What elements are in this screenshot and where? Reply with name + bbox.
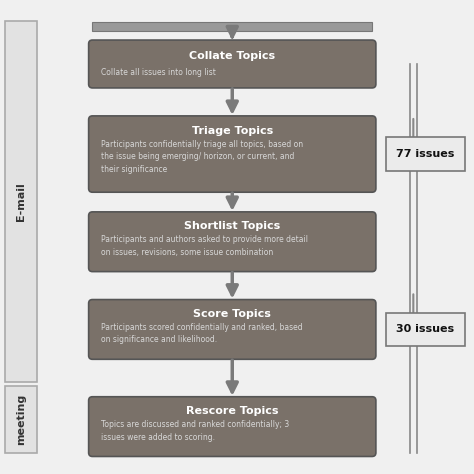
Text: Participants scored confidentially and ranked, based
on significance and likelih: Participants scored confidentially and r… — [101, 323, 302, 344]
Text: Triage Topics: Triage Topics — [191, 127, 273, 137]
FancyBboxPatch shape — [89, 212, 376, 272]
Text: 77 issues: 77 issues — [396, 149, 455, 159]
FancyBboxPatch shape — [89, 300, 376, 359]
FancyBboxPatch shape — [89, 116, 376, 192]
Text: Rescore Topics: Rescore Topics — [186, 406, 279, 416]
Text: 30 issues: 30 issues — [396, 324, 455, 335]
Text: meeting: meeting — [16, 394, 26, 445]
FancyBboxPatch shape — [5, 386, 37, 453]
FancyBboxPatch shape — [5, 21, 37, 382]
Text: E-mail: E-mail — [16, 182, 26, 221]
Text: Shortlist Topics: Shortlist Topics — [184, 221, 281, 231]
FancyBboxPatch shape — [89, 40, 376, 88]
Text: Participants and authors asked to provide more detail
on issues, revisions, some: Participants and authors asked to provid… — [101, 235, 308, 256]
FancyBboxPatch shape — [386, 137, 465, 171]
FancyBboxPatch shape — [92, 22, 372, 31]
Text: Collate Topics: Collate Topics — [189, 51, 275, 61]
FancyBboxPatch shape — [386, 313, 465, 346]
Text: Collate all issues into long list: Collate all issues into long list — [101, 68, 216, 77]
Text: Score Topics: Score Topics — [193, 309, 271, 319]
Text: Participants confidentially triage all topics, based on
the issue being emerging: Participants confidentially triage all t… — [101, 140, 303, 174]
Text: Topics are discussed and ranked confidentially; 3
issues were added to scoring.: Topics are discussed and ranked confiden… — [101, 420, 289, 441]
FancyBboxPatch shape — [89, 397, 376, 456]
